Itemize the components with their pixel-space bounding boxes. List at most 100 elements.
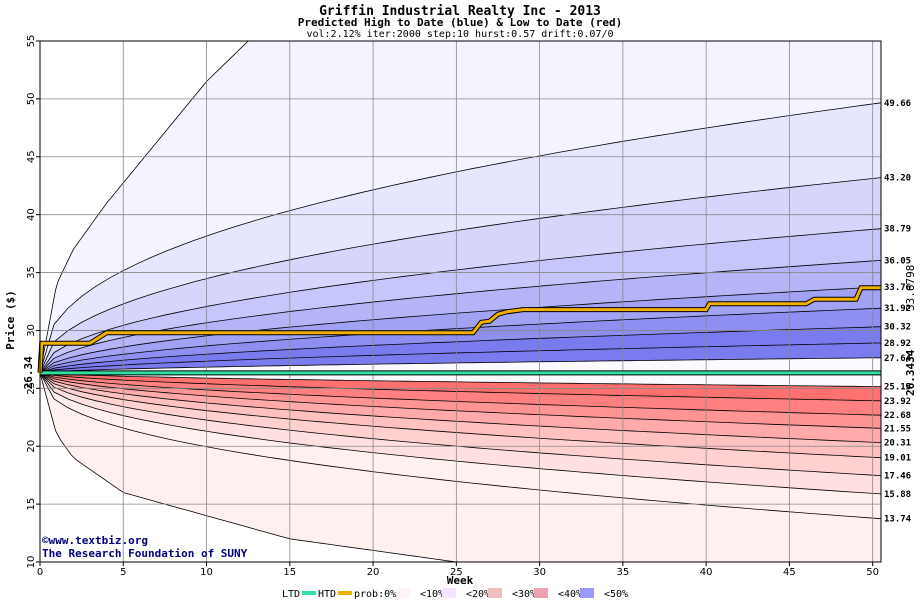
x-tick-label-10: 10	[200, 567, 213, 578]
legend-item-0: <10%	[420, 589, 444, 600]
y-tick-label-10: 10	[26, 556, 37, 569]
legend-swatch-0	[396, 588, 410, 598]
right-label-28.92: 28.92	[884, 339, 911, 349]
legend-ltd-swatch	[302, 591, 316, 595]
band-low-2	[40, 372, 881, 429]
credit-website: ©www.textbiz.org	[42, 534, 148, 547]
band-high-3	[40, 260, 881, 373]
right-label-19.01: 19.01	[884, 454, 911, 464]
legend-item-1: <20%	[466, 589, 490, 600]
legend-prob-label: prob:0%	[354, 589, 396, 600]
y-tick-label-40: 40	[26, 208, 37, 221]
legend: LTD HTD prob:0% <10% <20% <30% <40% <50%	[282, 588, 628, 600]
chart-params: vol:2.12% iter:2000 step:10 hurst:0.57 d…	[306, 29, 613, 40]
legend-swatch-4	[580, 588, 594, 598]
band-line-19.01	[39, 372, 882, 459]
x-tick-label-45: 45	[783, 567, 796, 578]
chart-subtitle: Predicted High to Date (blue) & Low to D…	[298, 16, 623, 29]
legend-item-3: <40%	[558, 589, 582, 600]
right-label-36.05: 36.05	[884, 256, 911, 266]
outer-low-line	[39, 372, 457, 563]
right-label-13.74: 13.74	[884, 515, 912, 525]
band-low-outer	[40, 372, 881, 562]
band-low-3	[40, 372, 881, 443]
y-tick-label-25: 25	[26, 382, 37, 395]
right-label-21.55: 21.55	[884, 424, 911, 434]
legend-item-4: <50%	[604, 589, 628, 600]
band-high-6	[40, 326, 881, 373]
x-tick-label-25: 25	[450, 567, 463, 578]
band-low-6	[40, 372, 881, 494]
right-label-22.68: 22.68	[884, 411, 911, 421]
band-high-7	[40, 342, 881, 373]
x-tick-label-35: 35	[617, 567, 630, 578]
band-low-0	[40, 372, 881, 401]
right-label-15.88: 15.88	[884, 490, 911, 500]
band-line-28.92	[39, 342, 882, 374]
x-tick-label-40: 40	[700, 567, 713, 578]
y-axis-label: Price ($)	[4, 290, 17, 350]
y-tick-label-50: 50	[26, 93, 37, 106]
band-line-20.31	[39, 372, 882, 443]
right-label-27.64: 27.64	[884, 354, 912, 364]
band-line-49.66	[39, 102, 882, 373]
band-line-25.15	[39, 372, 882, 387]
ltd-value-label: 26.3434	[904, 349, 917, 396]
right-label-25.15: 25.15	[884, 383, 911, 393]
y-tick-label-15: 15	[26, 498, 37, 511]
right-label-23.92: 23.92	[884, 397, 911, 407]
band-line-33.76	[39, 286, 882, 374]
band-line-13.74	[39, 372, 882, 520]
band-high-2	[40, 228, 881, 373]
right-label-31.92: 31.92	[884, 304, 911, 314]
band-line-23.92	[39, 372, 882, 402]
y-tick-label-35: 35	[26, 266, 37, 279]
legend-htd-label: HTD	[318, 589, 336, 600]
band-high-5	[40, 308, 881, 373]
right-label-43.20: 43.20	[884, 174, 911, 184]
band-low-4	[40, 372, 881, 458]
band-line-31.92	[39, 307, 882, 374]
band-high-0	[40, 102, 881, 373]
band-line-30.32	[39, 326, 882, 374]
y-tick-label-20: 20	[26, 440, 37, 453]
band-low-7	[40, 372, 881, 519]
right-label-17.46: 17.46	[884, 472, 911, 482]
legend-item-2: <30%	[512, 589, 536, 600]
y-tick-label-30: 30	[26, 324, 37, 337]
band-line-38.79	[39, 228, 882, 374]
band-line-36.05	[39, 260, 882, 374]
band-high-1	[40, 177, 881, 373]
y-tick-label-55: 55	[26, 35, 37, 48]
x-tick-label-50: 50	[866, 567, 879, 578]
x-axis-label: Week	[447, 574, 474, 587]
right-label-49.66: 49.66	[884, 99, 911, 109]
right-label-38.79: 38.79	[884, 225, 911, 235]
band-line-27.64	[39, 357, 882, 374]
x-tick-label-30: 30	[533, 567, 546, 578]
band-line-15.88	[39, 372, 882, 495]
chart-title: Griffin Industrial Realty Inc - 2013	[319, 4, 601, 19]
right-label-33.76: 33.76	[884, 283, 911, 293]
legend-swatch-3	[534, 588, 548, 598]
right-label-30.32: 30.32	[884, 323, 911, 333]
legend-htd-swatch	[338, 591, 352, 595]
htd-line	[38, 286, 881, 373]
credit-foundation: The Research Foundation of SUNY	[42, 547, 248, 560]
band-low-5	[40, 372, 881, 476]
x-tick-label-15: 15	[283, 567, 296, 578]
x-tick-label-5: 5	[120, 567, 126, 578]
plot-frame	[39, 40, 882, 563]
outer-high-line	[39, 40, 249, 373]
right-label-20.31: 20.31	[884, 439, 911, 449]
legend-ltd-label: LTD	[282, 589, 300, 600]
legend-swatch-1	[442, 588, 456, 598]
band-line-43.20	[39, 177, 882, 373]
htd-value-label: 33.6798	[904, 265, 917, 311]
band-line-21.55	[39, 372, 882, 429]
band-low-1	[40, 372, 881, 416]
legend-swatch-2	[488, 588, 502, 598]
x-tick-label-20: 20	[367, 567, 380, 578]
x-tick-label-0: 0	[37, 567, 43, 578]
